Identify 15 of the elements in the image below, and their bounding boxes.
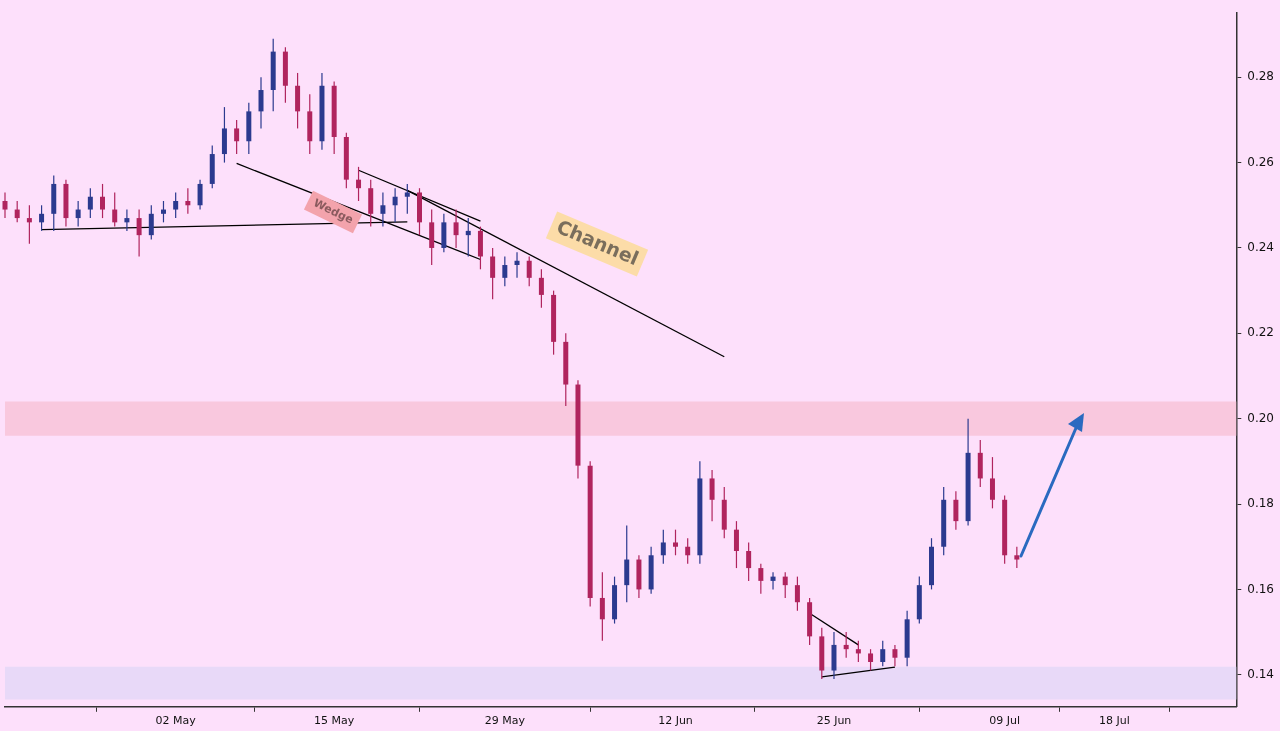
y-tick-label: 0.20: [1247, 410, 1274, 425]
y-tick-label: 0.18: [1247, 496, 1274, 511]
x-tick-label: 02 May: [155, 714, 197, 728]
x-tick-label: 12 Jun: [658, 714, 693, 728]
y-tick-label: 0.24: [1247, 240, 1274, 255]
x-tick-label: 25 Jun: [816, 714, 852, 728]
y-tick-label: 0.26: [1247, 154, 1274, 169]
y-tick-label: 0.14: [1247, 666, 1274, 681]
y-tick-label: 0.28: [1247, 69, 1274, 84]
x-tick-label: 18 Jul: [1098, 714, 1130, 728]
x-tick-label: 29 May: [484, 714, 526, 728]
x-tick-label: 15 May: [314, 714, 355, 728]
y-tick-label: 0.16: [1247, 581, 1274, 596]
x-tick-label: 09 Jul: [989, 714, 1021, 728]
y-tick-label: 0.22: [1247, 325, 1274, 340]
